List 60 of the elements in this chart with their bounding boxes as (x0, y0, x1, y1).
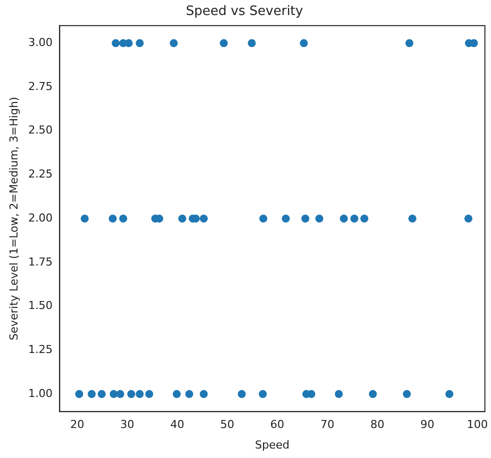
y-tick-label: 2.50 (28, 124, 53, 137)
point (340, 214, 348, 223)
point (172, 390, 181, 398)
point (136, 39, 144, 48)
point (248, 39, 256, 48)
point (119, 214, 128, 223)
point (334, 390, 343, 398)
point (108, 214, 117, 223)
point (124, 39, 133, 48)
point (445, 390, 454, 398)
point (301, 214, 310, 223)
x-tick-label: 20 (70, 418, 84, 432)
point (112, 39, 120, 48)
point (75, 390, 84, 398)
point (402, 390, 411, 398)
point (258, 390, 267, 398)
point (220, 39, 228, 48)
point (200, 390, 208, 398)
x-tick-label: 50 (220, 418, 234, 432)
y-tick-label: 2.00 (28, 211, 53, 224)
point (259, 214, 268, 223)
x-tick-label: 30 (120, 418, 134, 432)
point (80, 214, 89, 223)
point (145, 390, 154, 398)
x-tick-label: 100 (466, 418, 488, 432)
point (110, 390, 118, 398)
point (405, 39, 414, 48)
point (300, 39, 308, 48)
point (464, 214, 472, 223)
x-tick-label: 90 (420, 418, 434, 432)
point (170, 39, 178, 48)
y-tick-label: 2.75 (28, 80, 53, 93)
point (200, 214, 208, 223)
x-tick-label: 70 (320, 418, 334, 432)
y-tick-label: 1.00 (28, 386, 53, 400)
point (88, 390, 96, 398)
point (360, 214, 368, 223)
y-tick-label: 1.75 (28, 255, 53, 268)
point (350, 214, 358, 223)
x-axis-title: Speed (255, 438, 290, 452)
x-tick-label: 40 (170, 418, 184, 432)
y-tick-label: 2.25 (28, 168, 53, 181)
x-tick-label: 60 (270, 418, 284, 432)
point (185, 390, 194, 398)
point (282, 214, 290, 223)
y-tick-label: 1.50 (28, 299, 53, 312)
point (136, 390, 144, 398)
x-tick-label: 80 (370, 418, 384, 432)
point (127, 390, 136, 398)
point (238, 390, 246, 398)
y-axis-title: Severity Level (1=Low, 2=Medium, 3=High) (7, 96, 20, 340)
y-tick-label: 1.25 (28, 343, 53, 356)
point (98, 390, 106, 398)
point (315, 214, 324, 223)
point (116, 390, 124, 398)
chart-title: Speed vs Severity (186, 4, 304, 20)
y-tick-label: 3.00 (28, 36, 53, 50)
point (408, 214, 416, 223)
point (368, 390, 377, 398)
point (178, 214, 186, 223)
